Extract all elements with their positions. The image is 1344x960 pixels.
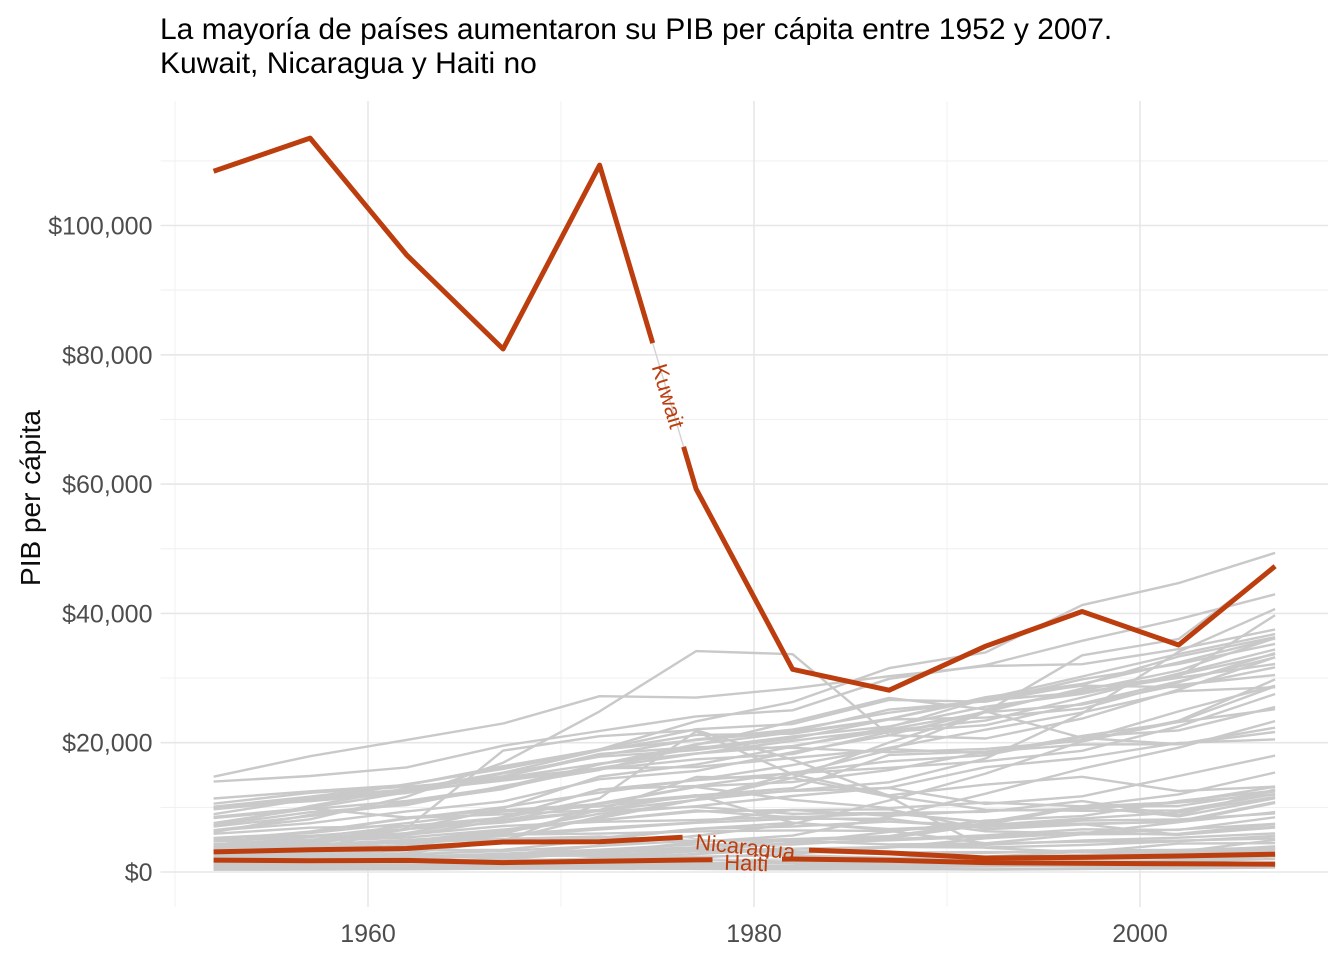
highlight-line-haiti-before-label	[213, 857, 713, 866]
country-line-canada	[213, 636, 1276, 800]
label-connector-nicaragua	[682, 836, 810, 851]
chart-title-line1: La mayoría de países aumentaron su PIB p…	[160, 13, 1112, 46]
country-line-switzerland	[213, 628, 1276, 778]
country-line-peru	[213, 822, 1276, 849]
chart-title-line2: Kuwait, Nicaragua y Haiti no	[160, 47, 537, 80]
country-line-saudi-arabia	[213, 649, 1276, 832]
country-line-poland	[213, 771, 1276, 848]
y-tick-label: $0	[125, 859, 153, 887]
country-line-guatemala	[213, 837, 1276, 858]
x-tick-label: 1960	[340, 920, 396, 948]
country-line-israel	[213, 705, 1276, 847]
country-line-sri-lanka	[213, 845, 1276, 867]
country-line-brazil	[213, 812, 1276, 860]
background-country-lines	[213, 551, 1276, 871]
label-connector-haiti	[712, 858, 783, 861]
axis-tick-labels: $0 $20,000 $40,000 $60,000 $80,000 $100,000 19…	[48, 213, 1168, 949]
highlight-line-haiti-after-label	[781, 856, 1276, 867]
y-tick-label: $40,000	[62, 600, 152, 628]
gridlines	[160, 101, 1328, 907]
country-line-bahrain	[213, 678, 1276, 810]
line-label-haiti: Haiti	[724, 850, 769, 877]
country-line-romania	[213, 800, 1276, 853]
country-line-bulgaria	[213, 801, 1276, 858]
highlight-line-kuwait-before-label	[212, 135, 656, 352]
highlight-line-kuwait-after-label	[681, 446, 1277, 693]
y-axis-title: PIB per cápita	[15, 410, 46, 586]
highlight-line-nicaragua-after-label	[808, 847, 1276, 861]
country-line-mozambique	[213, 865, 1276, 871]
country-line-norway	[213, 551, 1276, 808]
y-tick-label: $60,000	[62, 471, 152, 499]
country-line-hungary	[213, 754, 1276, 840]
country-line-united-states	[213, 593, 1276, 783]
country-line-austria	[213, 637, 1276, 834]
y-tick-label: $20,000	[62, 730, 152, 758]
line-label-kuwait: Kuwait	[647, 361, 690, 431]
country-line-honduras	[213, 847, 1276, 859]
y-tick-label: $100,000	[48, 213, 152, 241]
y-tick-label: $80,000	[62, 342, 152, 370]
x-tick-label: 1980	[726, 920, 782, 948]
x-tick-label: 2000	[1112, 920, 1168, 948]
country-line-gabon	[213, 730, 1276, 846]
highlight-line-nicaragua-before-label	[213, 834, 683, 855]
label-connector-kuwait	[652, 342, 685, 447]
country-line-belgium	[213, 653, 1276, 820]
country-line-finland	[213, 656, 1276, 832]
